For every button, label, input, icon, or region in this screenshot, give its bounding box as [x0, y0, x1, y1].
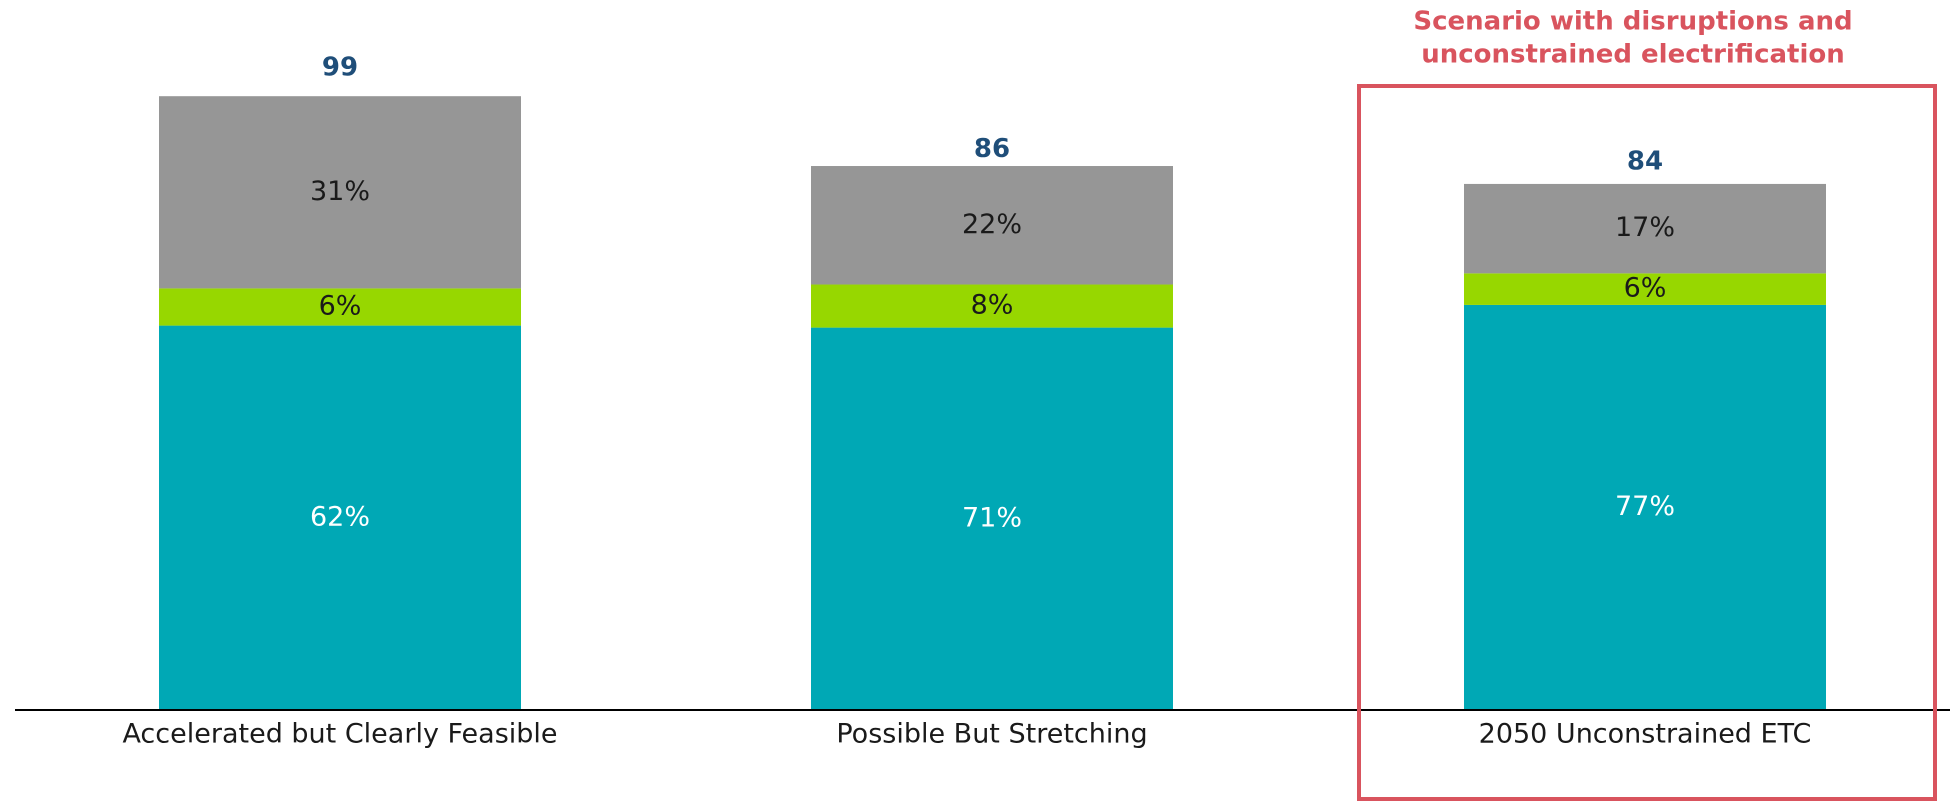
segment-label: 31% [310, 176, 370, 207]
bar-segment [1464, 183, 1826, 274]
bar-segment [811, 166, 1173, 285]
annotation-line: Scenario with disruptions and [1413, 7, 1852, 37]
bar-segment [159, 288, 521, 326]
bar-segment [811, 284, 1173, 328]
segment-label: 71% [962, 502, 1022, 533]
segment-label: 17% [1615, 212, 1675, 243]
segment-label: 6% [1624, 273, 1667, 304]
total-label: 86 [974, 134, 1010, 164]
segment-label: 8% [971, 290, 1014, 321]
total-label: 84 [1627, 146, 1663, 176]
bar-segment [811, 327, 1173, 710]
bar-segment [159, 96, 521, 289]
segment-label: 6% [319, 291, 362, 322]
bar-segment [1464, 304, 1826, 710]
segment-label: 62% [310, 501, 370, 532]
annotation-line: unconstrained electrification [1421, 40, 1845, 70]
bar-segment [159, 325, 521, 710]
total-label: 99 [322, 53, 358, 83]
segment-label: 22% [962, 209, 1022, 240]
annotation-box [1357, 84, 1937, 801]
segment-label: 77% [1615, 491, 1675, 522]
x-tick-label: Accelerated but Clearly Feasible [122, 719, 557, 750]
bar-segment [1464, 273, 1826, 305]
x-tick-label: 2050 Unconstrained ETC [1479, 719, 1812, 750]
x-tick-label: Possible But Stretching [836, 719, 1147, 750]
